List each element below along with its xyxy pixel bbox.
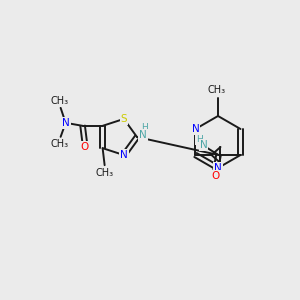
Text: O: O xyxy=(80,142,89,152)
Text: O: O xyxy=(212,171,220,181)
Text: CH₃: CH₃ xyxy=(208,85,226,95)
Text: CH₃: CH₃ xyxy=(51,96,69,106)
Text: S: S xyxy=(121,114,127,124)
Text: N: N xyxy=(192,124,200,134)
Text: N: N xyxy=(120,150,128,160)
Text: N: N xyxy=(214,163,222,173)
Text: CH₃: CH₃ xyxy=(96,168,114,178)
Text: N: N xyxy=(62,118,70,128)
Text: H: H xyxy=(142,124,148,133)
Text: CH₃: CH₃ xyxy=(51,139,69,149)
Text: H: H xyxy=(196,136,203,145)
Text: N: N xyxy=(139,130,147,140)
Text: N: N xyxy=(200,140,207,150)
